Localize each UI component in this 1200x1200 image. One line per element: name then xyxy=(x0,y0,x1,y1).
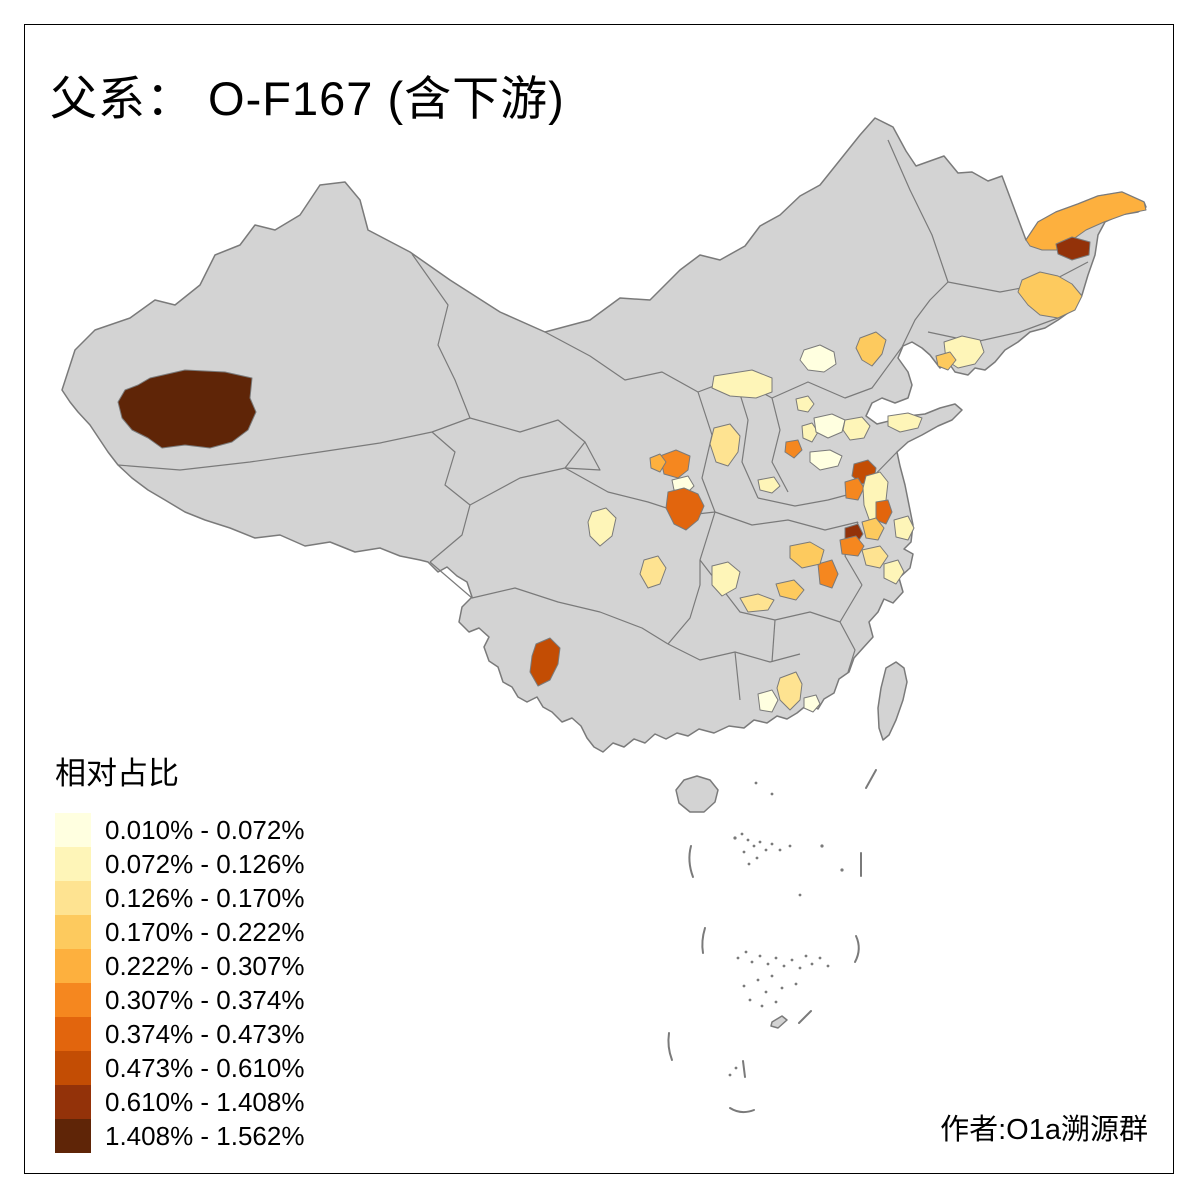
map-region xyxy=(711,369,773,399)
map-region xyxy=(1055,236,1091,261)
hainan-shape xyxy=(675,775,719,813)
map-region xyxy=(1017,271,1083,319)
legend-row: 0.610% - 1.408% xyxy=(55,1085,304,1119)
legend-row: 1.408% - 1.562% xyxy=(55,1119,304,1153)
legend-label: 0.374% - 0.473% xyxy=(105,1018,305,1049)
legend-label: 0.610% - 1.408% xyxy=(105,1086,305,1117)
south-sea-dash-line xyxy=(667,769,877,1114)
legend-swatch xyxy=(55,949,91,983)
legend-label: 0.473% - 0.610% xyxy=(105,1052,305,1083)
map-region xyxy=(844,477,865,501)
legend-label: 1.408% - 1.562% xyxy=(105,1120,305,1151)
legend-swatch xyxy=(55,1017,91,1051)
map-region xyxy=(784,439,803,459)
legend-label: 0.307% - 0.374% xyxy=(105,984,305,1015)
legend-swatch xyxy=(55,1085,91,1119)
south-sea-islands xyxy=(728,781,844,1077)
legend-label: 0.170% - 0.222% xyxy=(105,916,305,947)
map-region xyxy=(709,423,741,467)
legend-row: 0.170% - 0.222% xyxy=(55,915,304,949)
legend-row: 0.374% - 0.473% xyxy=(55,1017,304,1051)
legend-label: 0.010% - 0.072% xyxy=(105,814,305,845)
legend-swatch xyxy=(55,847,91,881)
map-region xyxy=(757,476,781,494)
map-region xyxy=(789,541,825,569)
map-region xyxy=(795,395,815,413)
map-region xyxy=(803,694,821,713)
legend-swatch xyxy=(55,983,91,1017)
legend-swatch xyxy=(55,1119,91,1153)
map-region xyxy=(711,561,741,597)
map-region xyxy=(839,535,865,557)
map-region xyxy=(935,351,957,371)
legend-title: 相对占比 xyxy=(55,756,179,791)
legend-swatch xyxy=(55,1051,91,1085)
map-region xyxy=(739,593,775,613)
legend-row: 0.307% - 0.374% xyxy=(55,983,304,1017)
figure-title: 父系： O-F167 (含下游) xyxy=(50,72,565,125)
map-region xyxy=(875,499,893,525)
legend-row: 0.010% - 0.072% xyxy=(55,813,304,847)
map-region xyxy=(1025,191,1147,251)
legend-label: 0.126% - 0.170% xyxy=(105,882,305,913)
legend-swatch xyxy=(55,881,91,915)
map-region xyxy=(117,369,257,449)
legend-swatch xyxy=(55,915,91,949)
map-regions xyxy=(117,191,1147,713)
map-region xyxy=(801,422,819,443)
map-region xyxy=(587,507,617,547)
map-region xyxy=(776,671,803,711)
map-region xyxy=(639,555,667,589)
map-region xyxy=(817,559,839,589)
taiwan-shape xyxy=(877,661,908,741)
map-region xyxy=(855,331,887,367)
legend-label: 0.072% - 0.126% xyxy=(105,848,305,879)
map-region xyxy=(883,559,905,585)
attribution-text: 作者:O1a溯源群 xyxy=(940,1114,1148,1146)
map-region xyxy=(813,413,846,439)
legend-row: 0.072% - 0.126% xyxy=(55,847,304,881)
map-region xyxy=(649,453,667,473)
map-region xyxy=(809,449,843,471)
legend-swatch xyxy=(55,813,91,847)
map-region xyxy=(893,515,915,541)
legend-row: 0.126% - 0.170% xyxy=(55,881,304,915)
map-region xyxy=(861,517,885,541)
map-region xyxy=(887,412,923,433)
legend-row: 0.473% - 0.610% xyxy=(55,1051,304,1085)
map-region xyxy=(775,579,805,601)
map-region xyxy=(757,689,779,713)
legend-label: 0.222% - 0.307% xyxy=(105,950,305,981)
map-region xyxy=(665,487,705,531)
map-region xyxy=(842,416,871,441)
map-region xyxy=(659,449,691,479)
map-region xyxy=(529,637,561,687)
legend: 相对占比 0.010% - 0.072% 0.072% - 0.126% 0.1… xyxy=(55,748,304,1153)
province-borders xyxy=(117,139,1089,701)
map-region xyxy=(861,545,889,569)
china-mainland-shape xyxy=(61,117,1147,753)
legend-row: 0.222% - 0.307% xyxy=(55,949,304,983)
map-region xyxy=(799,344,837,373)
